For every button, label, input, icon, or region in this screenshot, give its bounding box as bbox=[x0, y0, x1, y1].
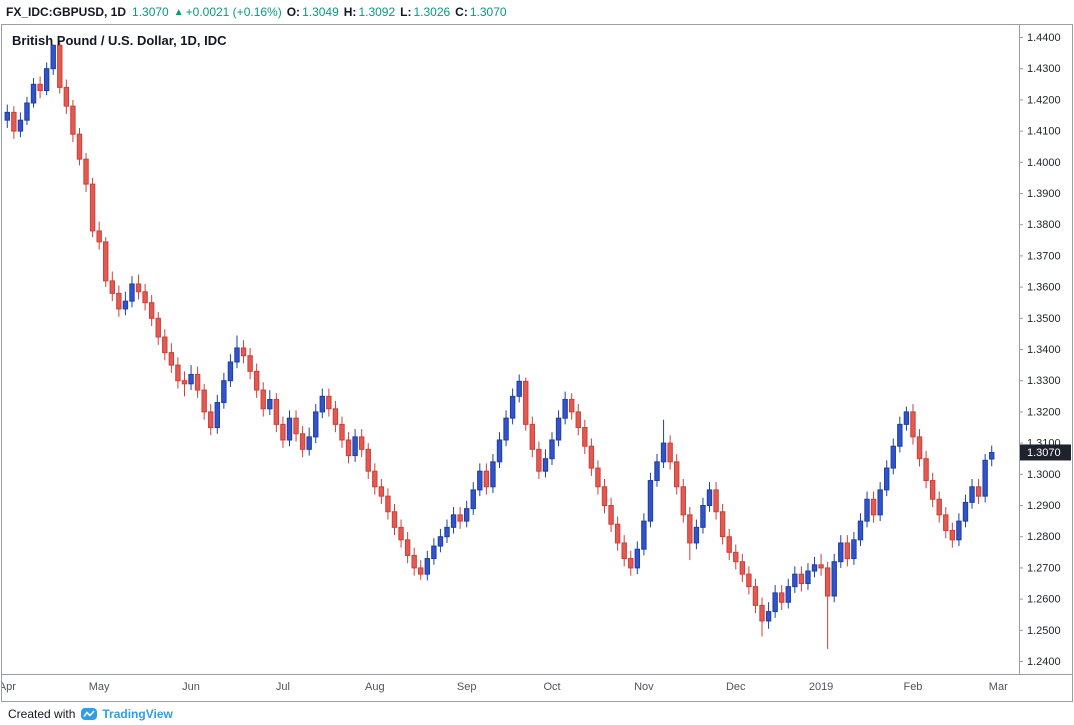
candles-layer bbox=[4, 42, 995, 650]
svg-text:1.4200: 1.4200 bbox=[1027, 94, 1061, 106]
svg-text:1.3400: 1.3400 bbox=[1027, 344, 1061, 356]
svg-text:1.2600: 1.2600 bbox=[1027, 594, 1061, 606]
svg-text:Nov: Nov bbox=[634, 681, 654, 693]
last-price-badge: 1.3070 bbox=[1020, 444, 1071, 461]
svg-text:1.3500: 1.3500 bbox=[1027, 313, 1061, 325]
svg-text:Feb: Feb bbox=[903, 681, 922, 693]
svg-text:1.3200: 1.3200 bbox=[1027, 406, 1061, 418]
low-label: L: bbox=[400, 5, 412, 19]
svg-text:Apr: Apr bbox=[2, 681, 16, 693]
svg-text:Dec: Dec bbox=[726, 681, 746, 693]
svg-text:2019: 2019 bbox=[809, 681, 833, 693]
svg-text:1.2700: 1.2700 bbox=[1027, 562, 1061, 574]
price-axis[interactable]: 1.2400 1.2500 1.2600 1.2700 1.2800 1.2900 1.30… bbox=[1019, 25, 1061, 674]
symbol-name[interactable]: FX_IDC:GBPUSD, 1D bbox=[6, 5, 127, 19]
svg-text:1.2400: 1.2400 bbox=[1027, 656, 1061, 668]
svg-text:1.4000: 1.4000 bbox=[1027, 157, 1061, 169]
candlestick-chart[interactable]: 1.2400 1.2500 1.2600 1.2700 1.2800 1.2900 1.30… bbox=[2, 25, 1072, 699]
svg-text:1.3300: 1.3300 bbox=[1027, 375, 1061, 387]
svg-text:Oct: Oct bbox=[543, 681, 560, 693]
svg-text:1.4100: 1.4100 bbox=[1027, 126, 1061, 138]
svg-text:May: May bbox=[89, 681, 110, 693]
symbol-legend: FX_IDC:GBPUSD, 1D 1.3070 ▲ +0.0021 (+0.1… bbox=[0, 0, 1074, 24]
last-price-value: 1.3070 bbox=[132, 5, 169, 19]
high-label: H: bbox=[343, 5, 357, 19]
attribution-bar: Created with TradingView bbox=[0, 702, 1074, 725]
svg-text:Sep: Sep bbox=[457, 681, 477, 693]
svg-text:1.3000: 1.3000 bbox=[1027, 469, 1061, 481]
chart-panel: British Pound / U.S. Dollar, 1D, IDC 1.2… bbox=[1, 24, 1073, 702]
svg-text:1.2500: 1.2500 bbox=[1027, 625, 1061, 637]
close-value: 1.3070 bbox=[469, 5, 507, 19]
time-axis[interactable]: Apr May Jun Jul Aug Sep Oct Nov Dec 2019 Feb Mar bbox=[2, 674, 1072, 694]
svg-text:1.2900: 1.2900 bbox=[1027, 500, 1061, 512]
svg-text:1.4300: 1.4300 bbox=[1027, 63, 1061, 75]
tradingview-brand-text[interactable]: TradingView bbox=[102, 706, 173, 721]
open-label: O: bbox=[286, 5, 301, 19]
svg-text:1.4400: 1.4400 bbox=[1027, 32, 1061, 44]
svg-text:1.2800: 1.2800 bbox=[1027, 531, 1061, 543]
high-value: 1.3092 bbox=[358, 5, 396, 19]
low-value: 1.3026 bbox=[413, 5, 451, 19]
up-arrow-icon: ▲ bbox=[173, 6, 184, 18]
chart-title: British Pound / U.S. Dollar, 1D, IDC bbox=[12, 33, 227, 48]
svg-text:1.3070: 1.3070 bbox=[1027, 447, 1061, 459]
svg-text:1.3700: 1.3700 bbox=[1027, 250, 1061, 262]
svg-text:Jun: Jun bbox=[182, 681, 200, 693]
svg-text:Aug: Aug bbox=[365, 681, 385, 693]
svg-text:Jul: Jul bbox=[276, 681, 290, 693]
tradingview-logo-icon[interactable] bbox=[81, 707, 98, 721]
close-label: C: bbox=[455, 5, 468, 19]
svg-text:1.3600: 1.3600 bbox=[1027, 282, 1061, 294]
svg-text:1.3900: 1.3900 bbox=[1027, 188, 1061, 200]
created-with-text: Created with bbox=[8, 706, 76, 721]
svg-text:Mar: Mar bbox=[989, 681, 1008, 693]
open-value: 1.3049 bbox=[302, 5, 339, 19]
svg-text:1.3800: 1.3800 bbox=[1027, 219, 1061, 231]
price-change: +0.0021 (+0.16%) bbox=[185, 5, 282, 19]
